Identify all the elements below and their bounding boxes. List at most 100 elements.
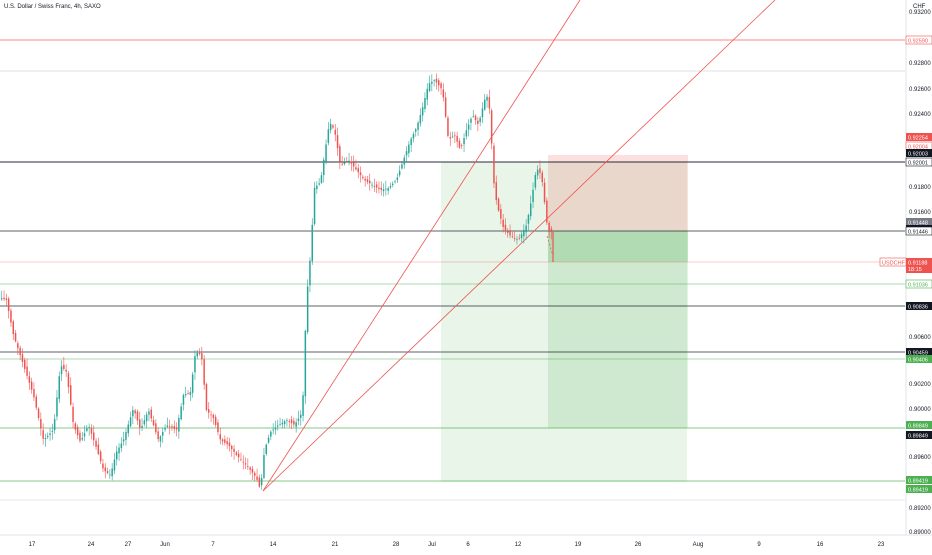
candle-body-119	[272, 429, 274, 431]
candle-body-137	[313, 187, 316, 225]
candle-body-90	[205, 383, 208, 410]
candle-body-133	[304, 330, 307, 397]
candle-body-199	[456, 136, 458, 142]
candle-body-194	[444, 97, 447, 117]
candle-body-173	[396, 177, 399, 181]
candle-body-80	[182, 395, 185, 405]
x-tick-label-1: 17	[29, 542, 36, 548]
candle-body-86	[196, 352, 198, 357]
profit-zone-current[interactable]	[548, 231, 688, 262]
candle-body-207	[474, 115, 477, 121]
candle-body-84	[191, 374, 194, 393]
candle-body-56	[127, 424, 129, 434]
candle-body-232	[532, 189, 534, 203]
candle-body-31	[70, 385, 72, 405]
candle-body-1	[1, 298, 3, 300]
profit-zone[interactable]	[548, 231, 688, 428]
candle-body-186	[426, 88, 428, 100]
y-tick-label-9: 0.90000	[909, 407, 931, 413]
candle-body-153	[350, 161, 353, 164]
candle-body-108	[247, 466, 249, 468]
candle-body-22	[49, 433, 51, 435]
candle-body-15	[33, 389, 35, 398]
candle-body-210	[481, 108, 484, 118]
candle-body-7	[14, 333, 17, 342]
candle-body-104	[237, 453, 240, 458]
candle-body-191	[438, 80, 440, 86]
candle-body-179	[410, 138, 412, 145]
y-tick-label-8: 0.90200	[909, 382, 931, 388]
candle-body-123	[281, 422, 284, 425]
candle-body-198	[454, 135, 456, 137]
candle-body-43	[97, 444, 100, 454]
price-label-4: 0.92003	[908, 151, 928, 157]
candle-body-165	[378, 187, 380, 190]
candle-body-125	[286, 420, 288, 422]
candle-body-234	[536, 169, 539, 176]
candle-body-182	[417, 122, 419, 130]
candle-body-185	[424, 98, 426, 109]
profit-zone-large[interactable]	[441, 162, 687, 482]
candle-body-164	[375, 184, 378, 188]
candle-body-227	[520, 234, 523, 239]
x-tick-label-2: 24	[88, 542, 95, 548]
candle-body-143	[327, 129, 330, 143]
y-tick-label-12: 0.89000	[909, 530, 931, 536]
candle-body-118	[270, 431, 272, 437]
candle-body-183	[419, 115, 422, 124]
candle-body-219	[502, 219, 504, 227]
candle-body-130	[297, 418, 300, 422]
candle-body-61	[139, 419, 141, 428]
price-label-1: 0.92590	[908, 38, 928, 44]
y-tick-label-11: 0.89200	[909, 506, 931, 512]
candle-body-68	[155, 423, 157, 433]
candle-body-240	[550, 228, 553, 232]
candle-body-225	[516, 239, 518, 241]
candle-body-4	[7, 298, 10, 311]
candle-body-102	[233, 448, 235, 452]
price-label-14: 0.89849	[908, 433, 928, 439]
candle-body-168	[385, 188, 387, 190]
current-price: 0.91188	[908, 261, 927, 267]
candle-body-51	[116, 451, 118, 460]
trendline-steep[interactable]	[262, 0, 581, 492]
candle-body-215	[493, 145, 495, 184]
candle-body-176	[403, 157, 405, 165]
projection-arrow	[546, 235, 554, 257]
price-label-box-10	[906, 302, 932, 310]
candle-body-134	[306, 286, 309, 333]
candle-body-39	[88, 427, 90, 429]
x-tick-label-11: 12	[515, 542, 522, 548]
stop-loss-zone[interactable]	[548, 155, 688, 231]
price-label-2: 0.92254	[908, 135, 928, 141]
x-tick-label-4: Jun	[160, 542, 170, 548]
trendline-shallow[interactable]	[262, 0, 776, 492]
candle-body-238	[546, 200, 548, 223]
x-tick-label-14: Aug	[693, 542, 704, 548]
candle-body-107	[244, 463, 247, 465]
candle-body-106	[242, 461, 244, 463]
x-tick-label-9: Jul	[428, 542, 436, 548]
candle-body-11	[24, 359, 26, 369]
x-tick-label-13: 26	[635, 542, 642, 548]
candle-body-235	[539, 168, 541, 173]
candle-body-208	[477, 120, 479, 124]
price-label-box-14	[906, 431, 932, 439]
x-tick-label-7: 21	[332, 542, 339, 548]
candle-body-45	[102, 463, 104, 469]
price-label-16: 0.89419	[908, 487, 928, 493]
candle-body-126	[288, 421, 290, 422]
candle-body-55	[125, 432, 127, 440]
candle-body-155	[355, 167, 357, 170]
price-label-11: 0.90459	[908, 350, 928, 356]
candle-body-35	[79, 432, 81, 441]
candle-body-188	[431, 81, 433, 84]
x-tick-label-10: 6	[466, 542, 470, 548]
candle-body-178	[408, 144, 410, 154]
candle-body-231	[530, 203, 532, 217]
candle-body-206	[472, 116, 474, 118]
candle-body-89	[203, 359, 205, 385]
candle-body-58	[132, 409, 134, 417]
